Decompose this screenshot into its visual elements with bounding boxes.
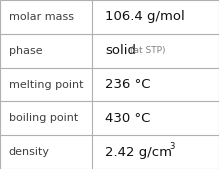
Text: molar mass: molar mass xyxy=(9,12,74,22)
Text: 2.42 g/cm: 2.42 g/cm xyxy=(105,146,172,159)
Text: 430 °C: 430 °C xyxy=(105,112,150,125)
Text: melting point: melting point xyxy=(9,79,83,90)
Text: density: density xyxy=(9,147,50,157)
Text: (at STP): (at STP) xyxy=(130,46,166,55)
Text: boiling point: boiling point xyxy=(9,113,78,123)
Text: 236 °C: 236 °C xyxy=(105,78,151,91)
Text: 3: 3 xyxy=(170,141,175,151)
Text: phase: phase xyxy=(9,46,42,56)
Text: 106.4 g/mol: 106.4 g/mol xyxy=(105,10,185,23)
Text: solid: solid xyxy=(105,44,136,57)
